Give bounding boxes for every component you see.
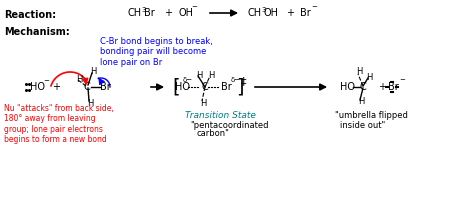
Text: H: H xyxy=(196,71,202,79)
Text: H: H xyxy=(90,67,96,75)
Text: −: − xyxy=(43,78,49,84)
Text: H: H xyxy=(76,75,82,83)
Text: CH: CH xyxy=(128,8,142,18)
Text: OH: OH xyxy=(179,8,194,18)
Text: HO: HO xyxy=(340,82,355,92)
Text: C-Br bond begins to break,
bonding pair will become
lone pair on Br: C-Br bond begins to break, bonding pair … xyxy=(100,37,213,67)
Text: Br: Br xyxy=(300,8,311,18)
Text: Br: Br xyxy=(100,82,111,92)
Text: OH: OH xyxy=(264,8,279,18)
Text: ]: ] xyxy=(236,77,244,97)
Text: H: H xyxy=(208,71,214,79)
Text: Br: Br xyxy=(388,82,399,92)
Text: HO: HO xyxy=(175,82,190,92)
Text: H: H xyxy=(200,99,206,107)
Text: −: − xyxy=(399,77,405,83)
Text: +: + xyxy=(378,82,386,92)
Text: +: + xyxy=(164,8,172,18)
Text: "umbrella flipped: "umbrella flipped xyxy=(335,111,408,119)
Text: [: [ xyxy=(172,77,180,97)
Text: 3: 3 xyxy=(261,7,265,13)
Text: δ−: δ− xyxy=(183,77,193,83)
Text: HO: HO xyxy=(30,82,45,92)
Text: C: C xyxy=(202,82,209,92)
Text: H: H xyxy=(87,99,93,107)
Text: C: C xyxy=(84,82,91,92)
Text: Br: Br xyxy=(144,8,155,18)
Text: −: − xyxy=(311,4,317,10)
Text: inside out": inside out" xyxy=(340,121,385,129)
Text: Mechanism:: Mechanism: xyxy=(4,27,70,37)
Text: H: H xyxy=(366,73,373,81)
Text: carbon": carbon" xyxy=(197,129,230,137)
Text: Br: Br xyxy=(221,82,232,92)
Text: H: H xyxy=(358,97,365,107)
Text: −: − xyxy=(191,4,197,10)
Text: +: + xyxy=(286,8,294,18)
Text: δ−: δ− xyxy=(231,77,241,83)
Text: Reaction:: Reaction: xyxy=(4,10,56,20)
Text: H: H xyxy=(356,67,363,77)
Text: Nu "attacks" from back side,
180° away from leaving
group; lone pair electrons
b: Nu "attacks" from back side, 180° away f… xyxy=(4,104,114,144)
Text: +: + xyxy=(52,82,60,92)
Text: "pentacoordinated: "pentacoordinated xyxy=(190,121,268,129)
Text: ‡: ‡ xyxy=(241,76,246,86)
Text: Transition State: Transition State xyxy=(185,111,256,119)
Text: CH: CH xyxy=(248,8,262,18)
Text: C: C xyxy=(360,82,367,92)
Text: 3: 3 xyxy=(141,7,146,13)
